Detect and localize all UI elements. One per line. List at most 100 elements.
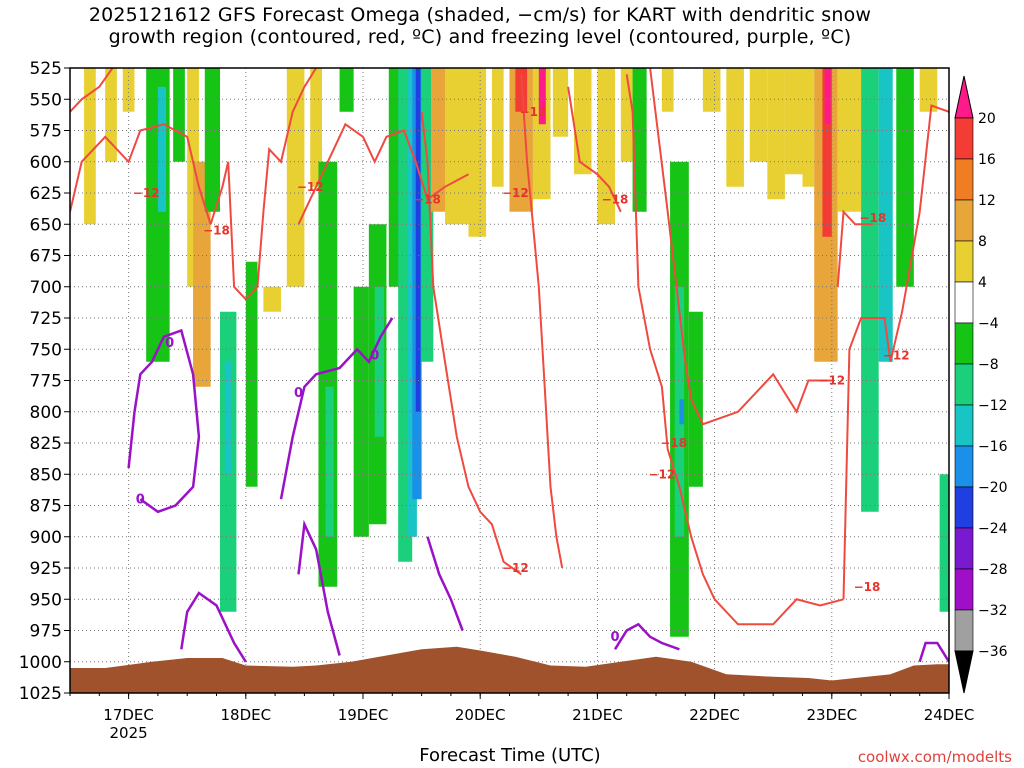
dgz-contour-red	[70, 123, 212, 225]
x-tick-label: 22DEC	[689, 706, 740, 724]
freezing-contour-label: 0	[136, 492, 145, 507]
x-tick-label: 19DEC	[338, 706, 389, 724]
omega-region	[204, 68, 221, 212]
chart-title-line2: growth region (contoured, red, ºC) and f…	[108, 26, 852, 48]
colorbar: 20 16 12 8 4 −4 −8 −12 −16 −20 −24 −28 −32 −36	[954, 75, 1008, 694]
omega-region	[415, 68, 421, 412]
omega-region	[726, 68, 744, 187]
dgz-contour-red	[70, 68, 114, 113]
colorbar-swatch	[954, 117, 974, 160]
dgz-contour-red	[209, 68, 317, 301]
pressure-axis: 525 550 575 600 625 650 675 700 725 750 775 800 825 8…	[19, 59, 70, 704]
colorbar-label: −4	[978, 316, 999, 332]
omega-region	[702, 68, 721, 112]
omega-region	[896, 68, 914, 287]
x-tick-label: 17DEC	[103, 706, 154, 724]
omega-region	[620, 68, 633, 162]
dgz-contour-red	[567, 86, 622, 213]
omega-region	[105, 68, 117, 162]
colorbar-label: 12	[978, 193, 996, 209]
omega-region	[286, 68, 305, 287]
y-tick-label: 700	[30, 278, 62, 298]
omega-region	[430, 68, 448, 212]
omega-region	[339, 68, 354, 112]
colorbar-swatch	[954, 158, 974, 201]
freezing-contour-label: 0	[165, 336, 174, 351]
x-year-label: 2025	[110, 724, 148, 742]
dgz-contour-red	[625, 74, 844, 626]
y-tick-label: 575	[30, 122, 62, 142]
omega-region	[802, 68, 815, 187]
y-tick-label: 550	[30, 90, 62, 110]
colorbar-arrow-top	[954, 75, 974, 119]
colorbar-label: −16	[978, 439, 1008, 455]
x-tick-label: 20DEC	[455, 706, 506, 724]
omega-region	[310, 68, 322, 187]
y-tick-label: 600	[30, 153, 62, 173]
omega-region	[491, 68, 504, 187]
x-tick-label: 24DEC	[924, 706, 975, 724]
colorbar-label: −8	[978, 357, 999, 373]
omega-region	[122, 68, 135, 112]
colorbar-label: −12	[978, 398, 1008, 414]
y-tick-label: 750	[30, 340, 62, 360]
y-tick-label: 1000	[19, 653, 62, 673]
freezing-contour-label: 0	[370, 349, 379, 364]
colorbar-swatch	[954, 568, 974, 611]
omega-region	[325, 386, 334, 537]
freezing-contour-purple	[918, 641, 949, 663]
y-tick-label: 850	[30, 465, 62, 485]
dgz-contour-label: −18	[602, 192, 629, 206]
y-tick-label: 825	[30, 434, 62, 454]
dgz-contour-red	[420, 111, 522, 576]
colorbar-label: −24	[978, 521, 1008, 537]
contours: −12 −18 −12 −18 −12 −12 −18 −12 −18 −12 −18 −12 −18 −…	[70, 68, 949, 663]
dgz-contour-label: −12	[502, 186, 529, 200]
omega-region	[939, 474, 949, 612]
omega-region	[679, 399, 685, 425]
y-tick-label: 1025	[19, 684, 62, 704]
omega-region	[688, 311, 703, 487]
freezing-contour-label: 0	[610, 630, 619, 645]
colorbar-swatch	[954, 404, 974, 447]
dgz-contour-label: −12	[133, 186, 160, 200]
omega-region	[749, 68, 768, 162]
y-tick-label: 650	[30, 215, 62, 235]
omega-region	[157, 86, 167, 212]
omega-region	[193, 161, 211, 387]
omega-region	[445, 68, 469, 225]
freezing-contour-purple	[279, 317, 394, 500]
freezing-contour-purple	[180, 591, 247, 663]
omega-region	[538, 68, 546, 125]
colorbar-label: −20	[978, 480, 1008, 496]
omega-region	[245, 261, 258, 487]
omega-region	[84, 68, 96, 225]
colorbar-swatch	[954, 363, 974, 406]
colorbar-label: −28	[978, 562, 1008, 578]
y-tick-label: 875	[30, 497, 62, 517]
omega-region	[919, 68, 938, 112]
dgz-contour-red	[836, 209, 873, 287]
chart-title-line1: 2025121612 GFS Forecast Omega (shaded, −…	[88, 4, 872, 26]
dgz-contour-label: −18	[859, 211, 886, 225]
dgz-contour-red	[842, 104, 949, 600]
omega-region	[824, 68, 831, 125]
dgz-contour-label: −12	[502, 561, 529, 575]
freezing-contour-label: 0	[294, 386, 303, 401]
colorbar-label: 8	[978, 234, 987, 250]
dgz-contour-label: −12	[883, 349, 910, 363]
omega-region	[388, 68, 401, 287]
x-axis-label: Forecast Time (UTC)	[419, 745, 601, 766]
colorbar-swatch	[954, 609, 974, 652]
colorbar-swatch	[954, 486, 974, 529]
chart-title: 2025121612 GFS Forecast Omega (shaded, −…	[0, 4, 960, 48]
terrain-fill	[70, 646, 949, 693]
omega-region	[421, 68, 434, 362]
omega-region	[632, 68, 647, 212]
colorbar-label: 4	[978, 275, 987, 291]
source-credit: coolwx.com/modelts	[857, 748, 1012, 766]
omega-region	[822, 68, 832, 237]
y-tick-label: 800	[30, 403, 62, 423]
grid-lines	[70, 68, 949, 693]
